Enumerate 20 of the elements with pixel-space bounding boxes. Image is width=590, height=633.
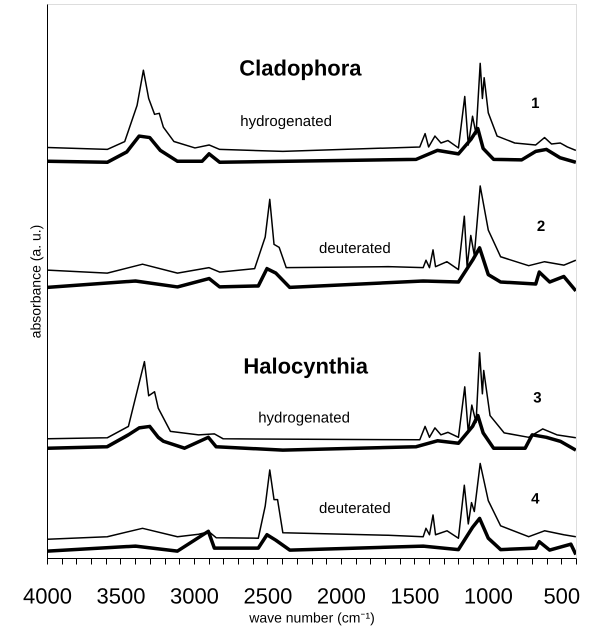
annotation: Halocynthia <box>243 353 369 378</box>
x-tick-label: 4000 <box>23 584 72 608</box>
x-tick-label: 3000 <box>170 584 219 608</box>
annotation: Cladophora <box>239 55 362 80</box>
y-axis-title: absorbance (a. u.) <box>28 224 44 338</box>
x-axis-title: wave number (cm⁻¹) <box>248 610 375 626</box>
x-tick-label: 1000 <box>464 584 513 608</box>
x-tick-label: 500 <box>543 584 580 608</box>
annotation: 4 <box>531 490 540 508</box>
x-tick-label: 2000 <box>316 584 366 608</box>
x-tick-label: 3500 <box>96 584 146 608</box>
annotation: 1 <box>531 95 540 112</box>
x-tick-label: 1500 <box>390 584 440 608</box>
annotation: 3 <box>533 389 542 406</box>
annotation: deuterated <box>319 240 391 257</box>
x-tick-label: 2500 <box>243 584 292 608</box>
annotation: 2 <box>536 218 546 236</box>
annotation: hydrogenated <box>258 409 350 426</box>
annotation: hydrogenated <box>240 112 332 130</box>
annotation: deuterated <box>319 500 391 518</box>
